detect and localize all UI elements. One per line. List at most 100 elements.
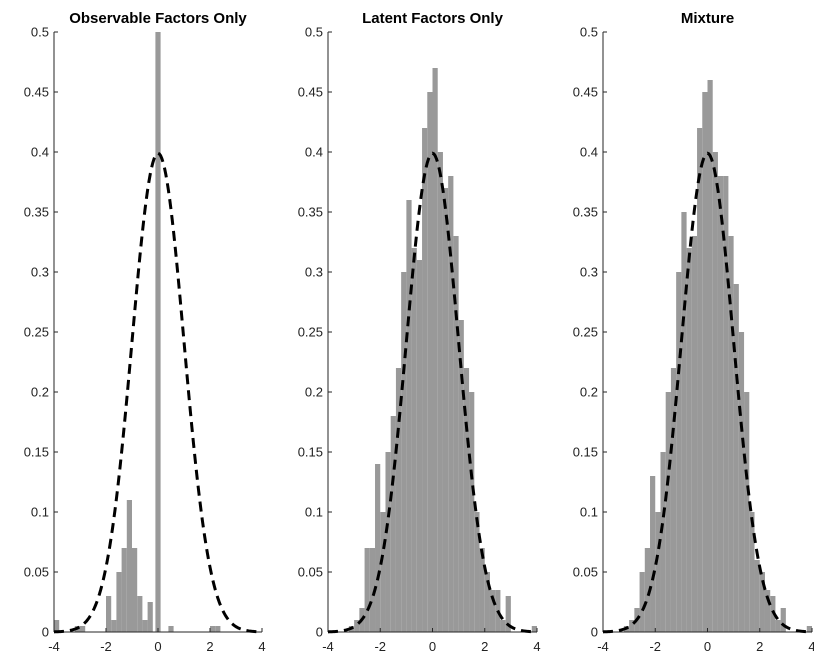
histogram-bar bbox=[142, 620, 148, 632]
y-tick-label: 0.2 bbox=[305, 385, 323, 400]
histogram-bar bbox=[147, 602, 153, 632]
y-tick-label: 0.05 bbox=[24, 565, 49, 580]
y-tick-label: 0.05 bbox=[298, 565, 323, 580]
y-tick-label: 0.1 bbox=[305, 505, 323, 520]
histogram-bar bbox=[691, 236, 698, 632]
histogram-bar bbox=[806, 626, 812, 632]
histogram-bar bbox=[442, 188, 449, 632]
y-tick-label: 0.35 bbox=[298, 205, 323, 220]
histogram-bar bbox=[717, 176, 724, 632]
histogram-bar bbox=[375, 464, 381, 632]
y-tick-label: 0 bbox=[316, 625, 323, 640]
y-tick-label: 0.35 bbox=[573, 205, 598, 220]
histogram-bar bbox=[665, 392, 671, 632]
histogram-bar bbox=[469, 392, 475, 632]
histogram-bar bbox=[681, 212, 687, 632]
histogram-bar bbox=[463, 368, 470, 632]
y-tick-label: 0.15 bbox=[573, 445, 598, 460]
y-tick-label: 0.35 bbox=[24, 205, 49, 220]
histogram-bar bbox=[775, 620, 781, 632]
histogram-bar bbox=[106, 596, 112, 632]
histogram-bar bbox=[427, 92, 433, 632]
histogram-bar bbox=[364, 548, 370, 632]
x-tick-label: 0 bbox=[704, 639, 711, 654]
y-tick-label: 0.25 bbox=[573, 325, 598, 340]
chart-title: Mixture bbox=[681, 10, 734, 27]
histogram-bar bbox=[489, 590, 496, 632]
y-tick-label: 0.2 bbox=[580, 385, 598, 400]
histogram-bar bbox=[697, 128, 703, 632]
histogram-bar bbox=[479, 548, 485, 632]
y-tick-label: 0.45 bbox=[24, 85, 49, 100]
histogram-bar bbox=[702, 92, 708, 632]
histogram-bar bbox=[670, 368, 677, 632]
histogram-bar bbox=[712, 152, 718, 632]
y-tick-label: 0.15 bbox=[298, 445, 323, 460]
histogram-bar bbox=[655, 512, 661, 632]
histogram-bar bbox=[484, 572, 490, 632]
histogram-bar bbox=[733, 284, 739, 632]
histogram-bar bbox=[395, 368, 402, 632]
histogram-bar bbox=[54, 620, 60, 632]
chart-panel-1: 0 0.05 0.1 0.15 0.2 0.25 0.3 0.35 0.4 0.45 0.5 -4 -2… bbox=[24, 10, 266, 654]
x-tick-label: -4 bbox=[322, 639, 334, 654]
y-tick-label: 0 bbox=[591, 625, 598, 640]
histogram-bar bbox=[754, 560, 760, 632]
histogram-bar bbox=[644, 548, 651, 632]
y-tick-label: 0.25 bbox=[24, 325, 49, 340]
histogram-bar bbox=[168, 626, 174, 632]
normal-density-curve bbox=[327, 151, 538, 634]
histogram-bar bbox=[686, 248, 692, 632]
x-tick-label: 2 bbox=[756, 639, 763, 654]
histogram-bar bbox=[738, 332, 745, 632]
histogram-bar bbox=[780, 608, 786, 632]
histogram-bar bbox=[137, 596, 143, 632]
y-tick-label: 0.45 bbox=[298, 85, 323, 100]
y-tick-label: 0.05 bbox=[573, 565, 598, 580]
normal-density-curve bbox=[602, 151, 813, 634]
histogram-bar bbox=[354, 620, 360, 632]
histogram-bar bbox=[453, 236, 459, 632]
histogram-bar bbox=[380, 512, 386, 632]
histogram-bar bbox=[749, 512, 755, 632]
histogram-bar bbox=[723, 176, 729, 632]
histogram-bar bbox=[728, 236, 734, 632]
histogram-bar bbox=[210, 626, 216, 632]
histogram-bar bbox=[759, 572, 765, 632]
x-tick-label: 4 bbox=[258, 639, 265, 654]
normal-density-curve bbox=[53, 151, 263, 634]
histogram-bar bbox=[531, 626, 537, 632]
y-tick-label: 0.3 bbox=[580, 265, 598, 280]
chart-panel-3: 0 0.05 0.1 0.15 0.2 0.25 0.3 0.35 0.4 0.45 0.5 -4 -2… bbox=[573, 10, 814, 654]
histogram-bar bbox=[215, 626, 221, 632]
y-tick-label: 0.45 bbox=[573, 85, 598, 100]
histogram-bar bbox=[432, 68, 438, 632]
histogram-bar bbox=[155, 32, 161, 632]
y-tick-label: 0.4 bbox=[580, 145, 598, 160]
y-tick-label: 0.4 bbox=[31, 145, 49, 160]
histogram-bar bbox=[416, 260, 423, 632]
histogram-bar bbox=[650, 476, 656, 632]
chart-title: Latent Factors Only bbox=[362, 10, 504, 27]
histogram-bar bbox=[80, 626, 86, 632]
x-tick-label: -4 bbox=[597, 639, 609, 654]
histogram-bar bbox=[474, 512, 480, 632]
x-tick-label: -2 bbox=[374, 639, 386, 654]
y-tick-label: 0.1 bbox=[31, 505, 49, 520]
y-tick-label: 0.15 bbox=[24, 445, 49, 460]
histogram-bar bbox=[411, 248, 417, 632]
histogram-bar bbox=[458, 320, 464, 632]
histogram-bar bbox=[116, 572, 122, 632]
histogram-bar bbox=[406, 200, 412, 632]
y-tick-label: 0.25 bbox=[298, 325, 323, 340]
histogram-bar bbox=[500, 620, 506, 632]
y-tick-label: 0.3 bbox=[305, 265, 323, 280]
y-tick-label: 0.5 bbox=[305, 25, 323, 40]
x-tick-label: 0 bbox=[429, 639, 436, 654]
y-tick-label: 0.5 bbox=[580, 25, 598, 40]
histogram-bar bbox=[126, 500, 132, 632]
histogram-bar bbox=[385, 452, 391, 632]
y-tick-label: 0.2 bbox=[31, 385, 49, 400]
histogram-bar bbox=[505, 596, 511, 632]
